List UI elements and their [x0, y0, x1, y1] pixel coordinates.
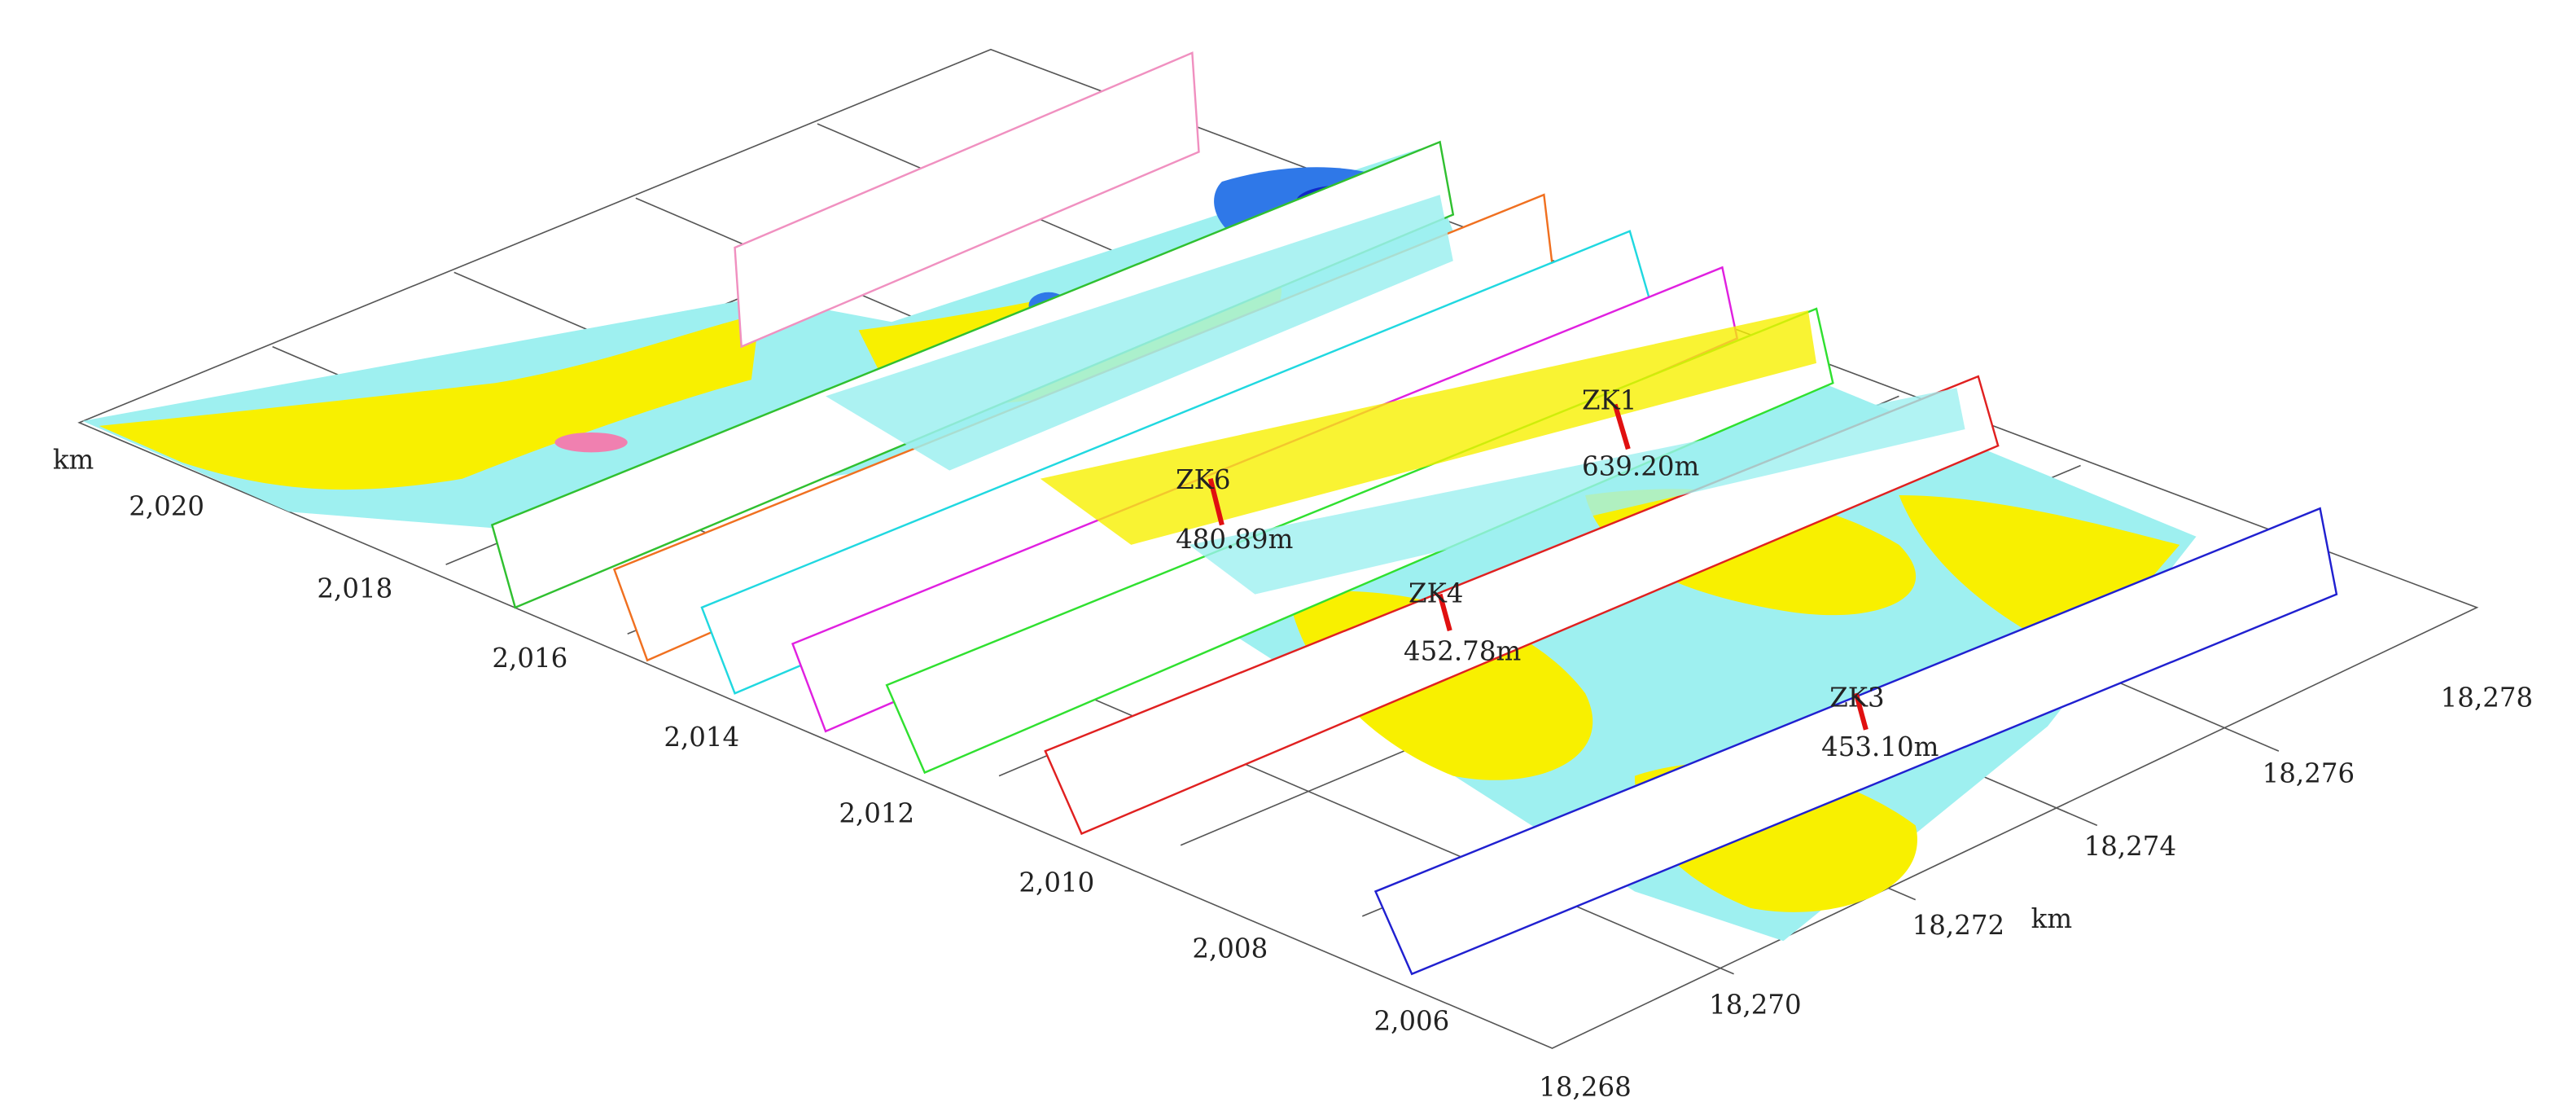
y-tick-label: 2,014 [664, 722, 739, 753]
x-tick-label: 18,278 [2441, 682, 2533, 713]
drillholes: ZK6 480.89m ZK1 639.20m ZK4 452.78m ZK3 … [1176, 385, 1939, 763]
x-tick-label: 18,272 [1912, 910, 2004, 941]
drillhole-name: ZK4 [1408, 578, 1463, 609]
drillhole [1207, 478, 1224, 526]
sections [490, 51, 2338, 976]
x-tick-label: 18,276 [2263, 758, 2355, 789]
drillhole-name: ZK3 [1829, 682, 1884, 713]
y-tick-label: 2,012 [839, 797, 914, 828]
y-tick-label: 2,010 [1019, 867, 1094, 898]
x-ticks: 18,268 18,270 18,272 18,274 18,276 18,278 [1539, 682, 2533, 1102]
y-tick-label: 2,008 [1192, 933, 1268, 964]
drillhole-depth: 480.89m [1176, 524, 1293, 555]
drillhole [1612, 403, 1631, 450]
y-tick-label: 2,006 [1373, 1006, 1449, 1037]
y-tick-label: 2,020 [129, 490, 204, 521]
drillhole [1437, 593, 1452, 632]
x-axis-label: km [2031, 903, 2072, 934]
drillhole-depth: 452.78m [1404, 636, 1521, 667]
drillhole-depth: 639.20m [1582, 451, 1699, 482]
drillhole-depth: 453.10m [1821, 731, 1939, 762]
drillhole-name: ZK6 [1176, 464, 1230, 495]
y-tick-label: 2,018 [317, 573, 392, 604]
axis-labels: km km [53, 445, 2072, 934]
y-tick-label: 2,016 [492, 643, 567, 674]
drillhole [1853, 692, 1868, 731]
x-tick-label: 18,270 [1709, 989, 1801, 1020]
y-axis-label: km [53, 445, 94, 476]
x-tick-label: 18,274 [2084, 831, 2176, 862]
y-ticks: 2,020 2,018 2,016 2,014 2,012 2,010 2,008 2,006 [129, 490, 1449, 1036]
x-tick-label: 18,268 [1539, 1072, 1631, 1103]
drillhole-name: ZK1 [1582, 385, 1636, 416]
